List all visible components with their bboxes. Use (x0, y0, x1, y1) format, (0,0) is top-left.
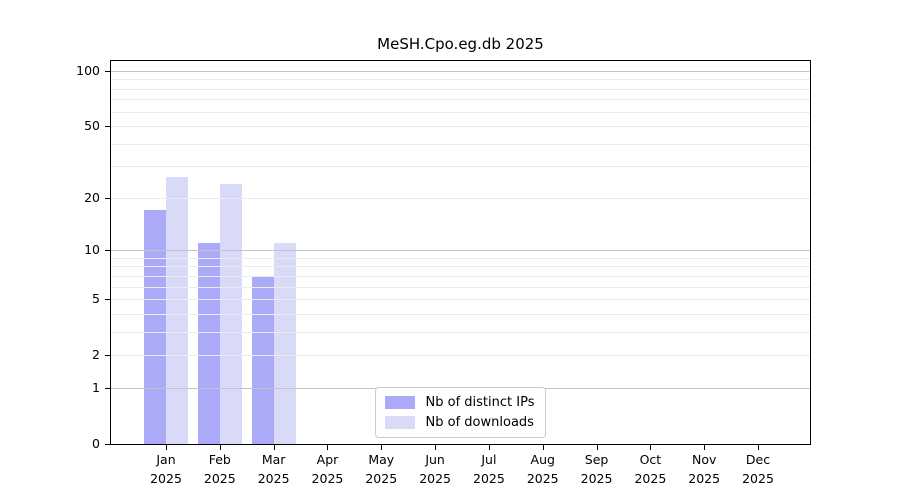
x-tick-mark-oct (650, 445, 652, 450)
y-tick-label-20: 20 (84, 189, 100, 205)
x-tick-mark-sep (596, 445, 598, 450)
x-tick-label-oct: Oct 2025 (634, 452, 667, 486)
x-tick-label-mar: Mar 2025 (257, 452, 290, 486)
y-tick-label-50: 50 (84, 118, 100, 134)
x-tick-mark-nov (704, 445, 706, 450)
gridline-minor-8 (111, 266, 810, 268)
y-tick-mark-20 (105, 197, 110, 199)
bar-downloads-mar (273, 243, 296, 444)
gridline-minor-20 (111, 197, 810, 199)
x-tick-label-apr: Apr 2025 (311, 452, 344, 486)
bar-distinct-ips-jan (144, 210, 166, 444)
x-tick-label-dec: Dec 2025 (742, 452, 774, 486)
y-tick-mark-100 (105, 70, 110, 72)
legend-item-distinct-ips: Nb of distinct IPs (384, 395, 535, 410)
legend-swatch-downloads (384, 416, 415, 429)
bar-downloads-feb (219, 183, 242, 444)
gridline-minor-3 (111, 331, 810, 333)
gridline-minor-60 (111, 111, 810, 113)
plot-area: Nb of distinct IPs Nb of downloads (110, 60, 811, 445)
y-tick-label-1: 1 (92, 379, 100, 395)
y-tick-mark-5 (105, 299, 110, 301)
x-tick-mark-jul (488, 445, 490, 450)
x-tick-mark-jun (435, 445, 437, 450)
y-tick-mark-0 (105, 444, 110, 445)
gridline-minor-9 (111, 257, 810, 259)
x-tick-label-aug: Aug 2025 (526, 452, 559, 486)
x-tick-label-may: May 2025 (365, 452, 398, 486)
gridline-minor-30 (111, 166, 810, 168)
legend-item-downloads: Nb of downloads (384, 415, 535, 430)
x-tick-mark-mar (273, 445, 275, 450)
x-tick-label-feb: Feb 2025 (203, 452, 236, 486)
x-tick-mark-jan (166, 445, 167, 450)
x-tick-label-jun: Jun 2025 (419, 452, 451, 486)
gridline-minor-70 (111, 99, 810, 101)
y-tick-label-5: 5 (92, 291, 100, 307)
gridline-minor-80 (111, 88, 810, 90)
gridline-minor-2 (111, 355, 810, 357)
bar-distinct-ips-mar (251, 275, 274, 444)
x-tick-mark-dec (758, 445, 760, 450)
x-tick-mark-feb (219, 445, 221, 450)
y-tick-mark-50 (105, 126, 110, 128)
y-tick-label-2: 2 (92, 347, 100, 363)
gridline-minor-5 (111, 299, 810, 301)
gridline-minor-40 (111, 143, 810, 145)
gridline-minor-4 (111, 313, 810, 315)
legend-swatch-distinct-ips (384, 396, 415, 409)
gridline-minor-90 (111, 79, 810, 81)
x-tick-label-jul: Jul 2025 (473, 452, 505, 486)
y-tick-mark-10 (105, 250, 110, 252)
x-tick-mark-aug (542, 445, 544, 450)
y-tick-label-0: 0 (92, 436, 100, 451)
legend: Nb of distinct IPs Nb of downloads (374, 387, 547, 438)
gridline-minor-50 (111, 126, 810, 128)
gridline-minor-6 (111, 286, 810, 288)
chart-title: MeSH.Cpo.eg.db 2025 (377, 35, 544, 53)
x-tick-label-sep: Sep 2025 (580, 452, 613, 486)
bar-distinct-ips-feb (197, 243, 220, 444)
y-tick-label-10: 10 (84, 242, 100, 258)
gridline-major-10 (111, 250, 810, 252)
y-tick-label-100: 100 (76, 62, 100, 78)
bar-downloads-jan (166, 177, 188, 444)
y-tick-mark-1 (105, 387, 110, 389)
gridline-minor-7 (111, 275, 810, 277)
x-tick-mark-apr (327, 445, 329, 450)
x-tick-mark-may (381, 445, 383, 450)
legend-label-distinct-ips: Nb of distinct IPs (425, 395, 535, 410)
y-tick-mark-2 (105, 355, 110, 357)
gridline-major-100 (111, 70, 810, 72)
x-tick-label-jan: Jan 2025 (150, 452, 182, 486)
legend-label-downloads: Nb of downloads (425, 415, 534, 430)
x-tick-label-nov: Nov 2025 (688, 452, 721, 486)
